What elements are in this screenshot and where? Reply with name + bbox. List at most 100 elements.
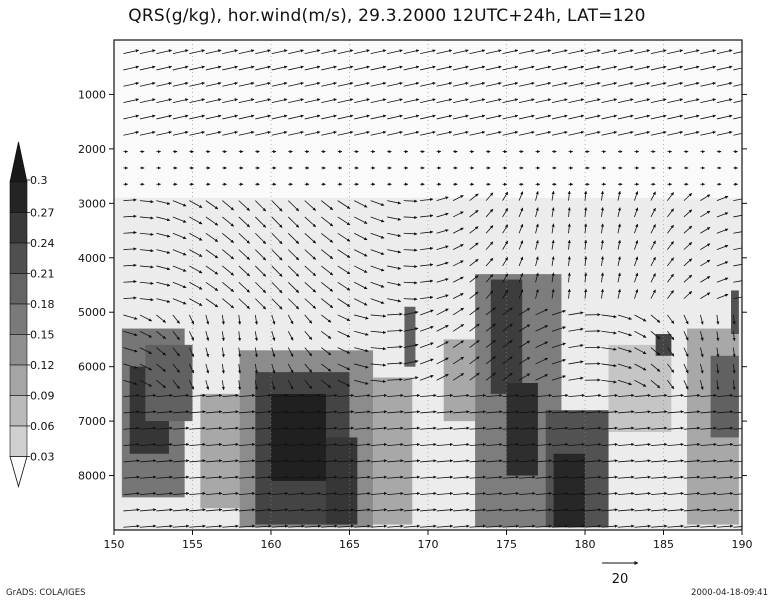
wind-vector <box>568 459 585 463</box>
wind-vector <box>387 249 402 254</box>
wind-vector <box>535 459 553 463</box>
wind-vector <box>634 442 651 447</box>
wind-vector <box>387 377 403 382</box>
wind-vector <box>452 292 464 299</box>
wind-vector <box>452 243 464 250</box>
wind-vector <box>453 508 470 512</box>
wind-vector <box>535 65 552 71</box>
wind-vector <box>254 331 258 342</box>
wind-vector <box>551 256 555 267</box>
wind-vector <box>172 331 180 341</box>
wind-vector <box>568 81 585 87</box>
wind-vector <box>255 491 272 496</box>
wind-vector <box>288 49 304 55</box>
wind-vector <box>584 114 601 120</box>
wind-vector <box>403 281 418 285</box>
wind-vector <box>519 393 536 398</box>
wind-vector <box>189 130 205 136</box>
wind-vector <box>485 290 494 299</box>
wind-vector <box>205 363 210 374</box>
wind-vector <box>600 256 604 266</box>
wind-vector <box>518 307 531 316</box>
colorbar-label: 0.09 <box>30 390 55 403</box>
wind-vector <box>370 265 385 272</box>
wind-vector <box>255 232 267 245</box>
wind-vector <box>271 426 289 430</box>
wind-vector <box>156 524 173 528</box>
wind-vector <box>205 200 219 210</box>
wind-vector <box>188 331 195 341</box>
wind-vector <box>255 508 272 512</box>
wind-vector <box>288 524 305 528</box>
wind-vector <box>683 209 693 218</box>
wind-vector <box>634 459 651 463</box>
wind-vector <box>617 426 635 430</box>
wind-vector <box>189 81 205 87</box>
wind-vector <box>139 216 154 220</box>
wind-vector <box>288 393 305 398</box>
wind-vector <box>535 341 549 348</box>
colorbar-label: 0.24 <box>30 237 55 250</box>
wind-vector <box>271 81 288 87</box>
colorbar-label: 0.3 <box>30 174 48 187</box>
wind-vector <box>370 114 387 120</box>
wind-vector <box>238 475 256 479</box>
wind-vector <box>387 361 403 365</box>
wind-vector <box>403 248 418 252</box>
wind-vector <box>172 98 189 104</box>
wind-vector <box>683 347 689 358</box>
wind-vector <box>535 256 539 267</box>
wind-vector <box>288 459 305 463</box>
wind-vector <box>238 130 255 136</box>
wind-vector <box>486 524 503 528</box>
wind-vector <box>221 314 225 325</box>
wind-vector <box>221 380 225 391</box>
wind-vector <box>354 363 369 369</box>
wind-vector <box>452 260 464 267</box>
wind-vector <box>716 49 733 55</box>
wind-vector <box>271 98 288 104</box>
wind-vector <box>189 281 203 290</box>
wind-vector <box>519 524 536 528</box>
wind-vector <box>683 410 701 414</box>
wind-vector <box>271 442 289 447</box>
wind-vector <box>172 81 189 87</box>
wind-vector <box>420 114 436 120</box>
wind-vector <box>370 232 385 239</box>
wind-vector <box>436 341 449 348</box>
wind-vector <box>189 232 203 241</box>
wind-vector <box>584 393 602 398</box>
wind-vector <box>222 65 238 71</box>
wind-vector <box>123 347 138 353</box>
wind-vector <box>700 314 704 325</box>
wind-vector <box>123 114 140 120</box>
wind-vector <box>123 379 138 386</box>
wind-vector <box>321 330 332 339</box>
wind-vector <box>123 130 140 136</box>
wind-vector <box>403 442 421 447</box>
wind-vector <box>485 208 494 218</box>
wind-vector <box>716 426 734 430</box>
wind-vector <box>634 49 651 55</box>
wind-vector <box>387 410 404 414</box>
wind-vector <box>205 393 223 398</box>
wind-vector <box>354 330 369 336</box>
wind-vector <box>420 475 437 479</box>
wind-vector <box>650 81 667 87</box>
wind-vector <box>617 288 621 299</box>
wind-vector <box>683 193 693 201</box>
wind-vector <box>568 65 585 71</box>
wind-vector <box>650 475 668 479</box>
wind-vector <box>321 491 338 496</box>
wind-vector <box>337 130 354 136</box>
wind-vector <box>304 524 322 528</box>
wind-vector <box>486 459 503 463</box>
wind-vector <box>354 524 371 528</box>
wind-vector <box>205 114 222 120</box>
wind-vector <box>304 491 322 496</box>
wind-vector <box>667 241 674 250</box>
wind-vector <box>420 130 436 136</box>
wind-vector <box>683 98 700 104</box>
wind-vector <box>337 232 351 242</box>
wind-vector <box>403 264 418 269</box>
